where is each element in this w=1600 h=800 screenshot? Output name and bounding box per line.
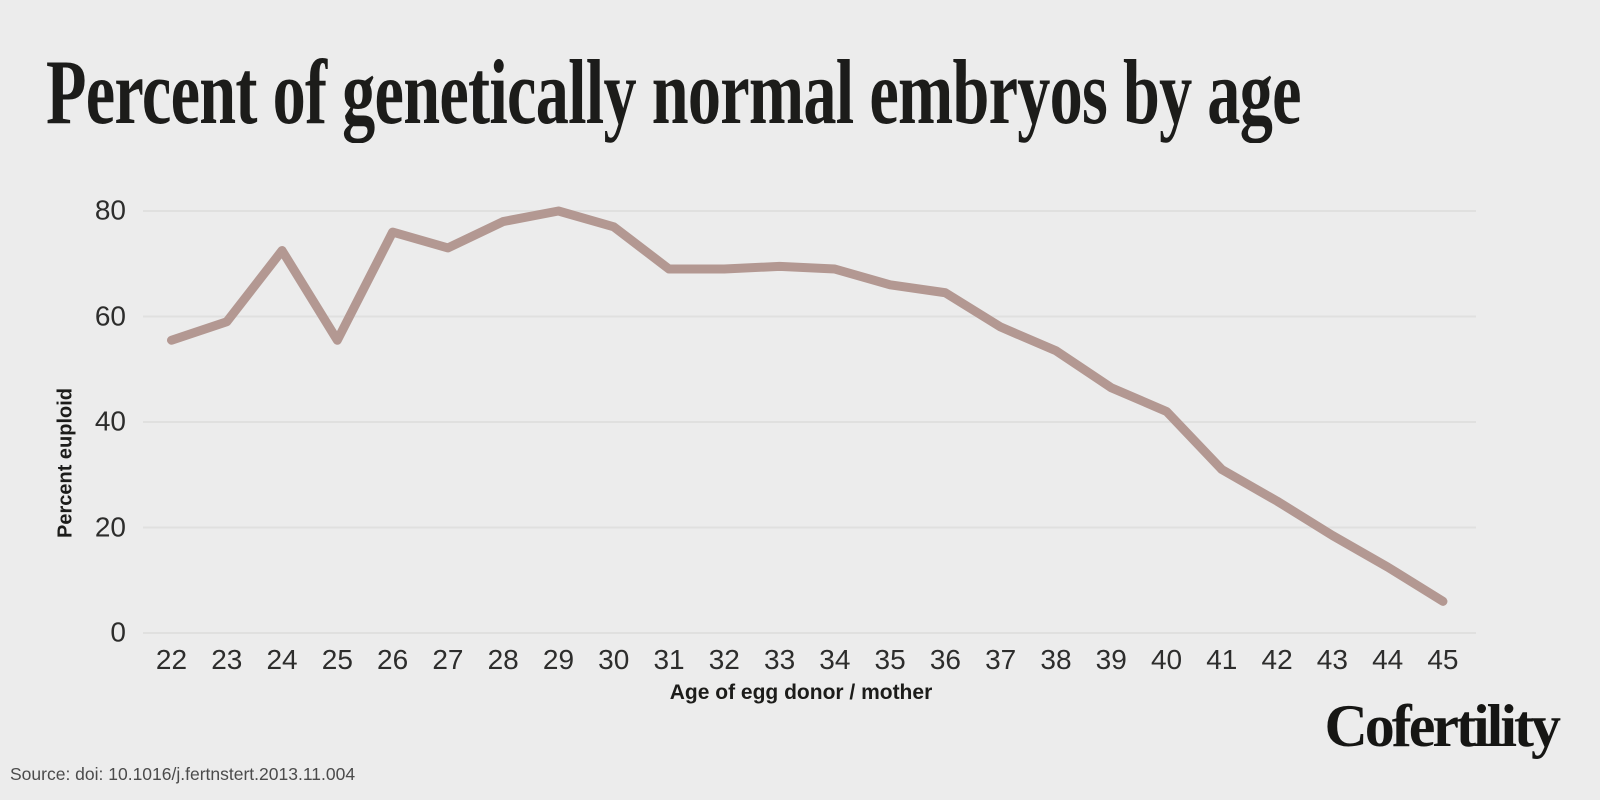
x-tick-label: 30	[598, 644, 630, 675]
x-tick-label: 37	[985, 644, 1017, 675]
x-tick-label: 31	[653, 644, 685, 675]
x-tick-label: 35	[874, 644, 906, 675]
x-tick-label: 38	[1040, 644, 1072, 675]
brand-logo: Cofertility	[1324, 693, 1561, 759]
y-tick-label: 80	[94, 194, 126, 226]
x-tick-label: 27	[432, 644, 464, 675]
x-tick-label: 40	[1150, 644, 1183, 675]
x-tick-label: 22	[155, 644, 188, 675]
y-tick-label: 0	[110, 616, 126, 648]
x-tick-label: 28	[487, 644, 519, 675]
x-tick-label: 23	[211, 644, 243, 675]
euploid-line-series	[167, 206, 1448, 606]
y-tick-label: 40	[94, 405, 126, 437]
x-tick-label: 26	[377, 644, 409, 675]
x-tick-label: 25	[321, 644, 353, 675]
y-tick-label: 20	[94, 510, 126, 542]
x-tick-label: 32	[708, 644, 740, 675]
source-note: Source: doi: 10.1016/j.fertnstert.2013.1…	[10, 764, 356, 784]
x-tick-label: 45	[1427, 644, 1459, 675]
y-axis-title: Percent euploid	[54, 387, 77, 539]
x-tick-label: 34	[819, 644, 851, 675]
x-tick-label: 41	[1206, 644, 1238, 675]
x-tick-label: 39	[1095, 644, 1127, 675]
x-tick-label: 33	[764, 644, 796, 675]
x-tick-label: 44	[1372, 644, 1404, 675]
chart-title: Percent of genetically normal embryos by…	[46, 41, 1302, 143]
x-tick-label: 29	[542, 644, 575, 675]
x-tick-label: 42	[1261, 644, 1293, 675]
y-tick-label: 60	[94, 299, 126, 331]
x-tick-label: 43	[1316, 644, 1348, 675]
x-axis-title: Age of egg donor / mother	[669, 681, 933, 704]
x-tick-label: 36	[929, 644, 961, 675]
x-tick-label: 24	[266, 644, 298, 675]
